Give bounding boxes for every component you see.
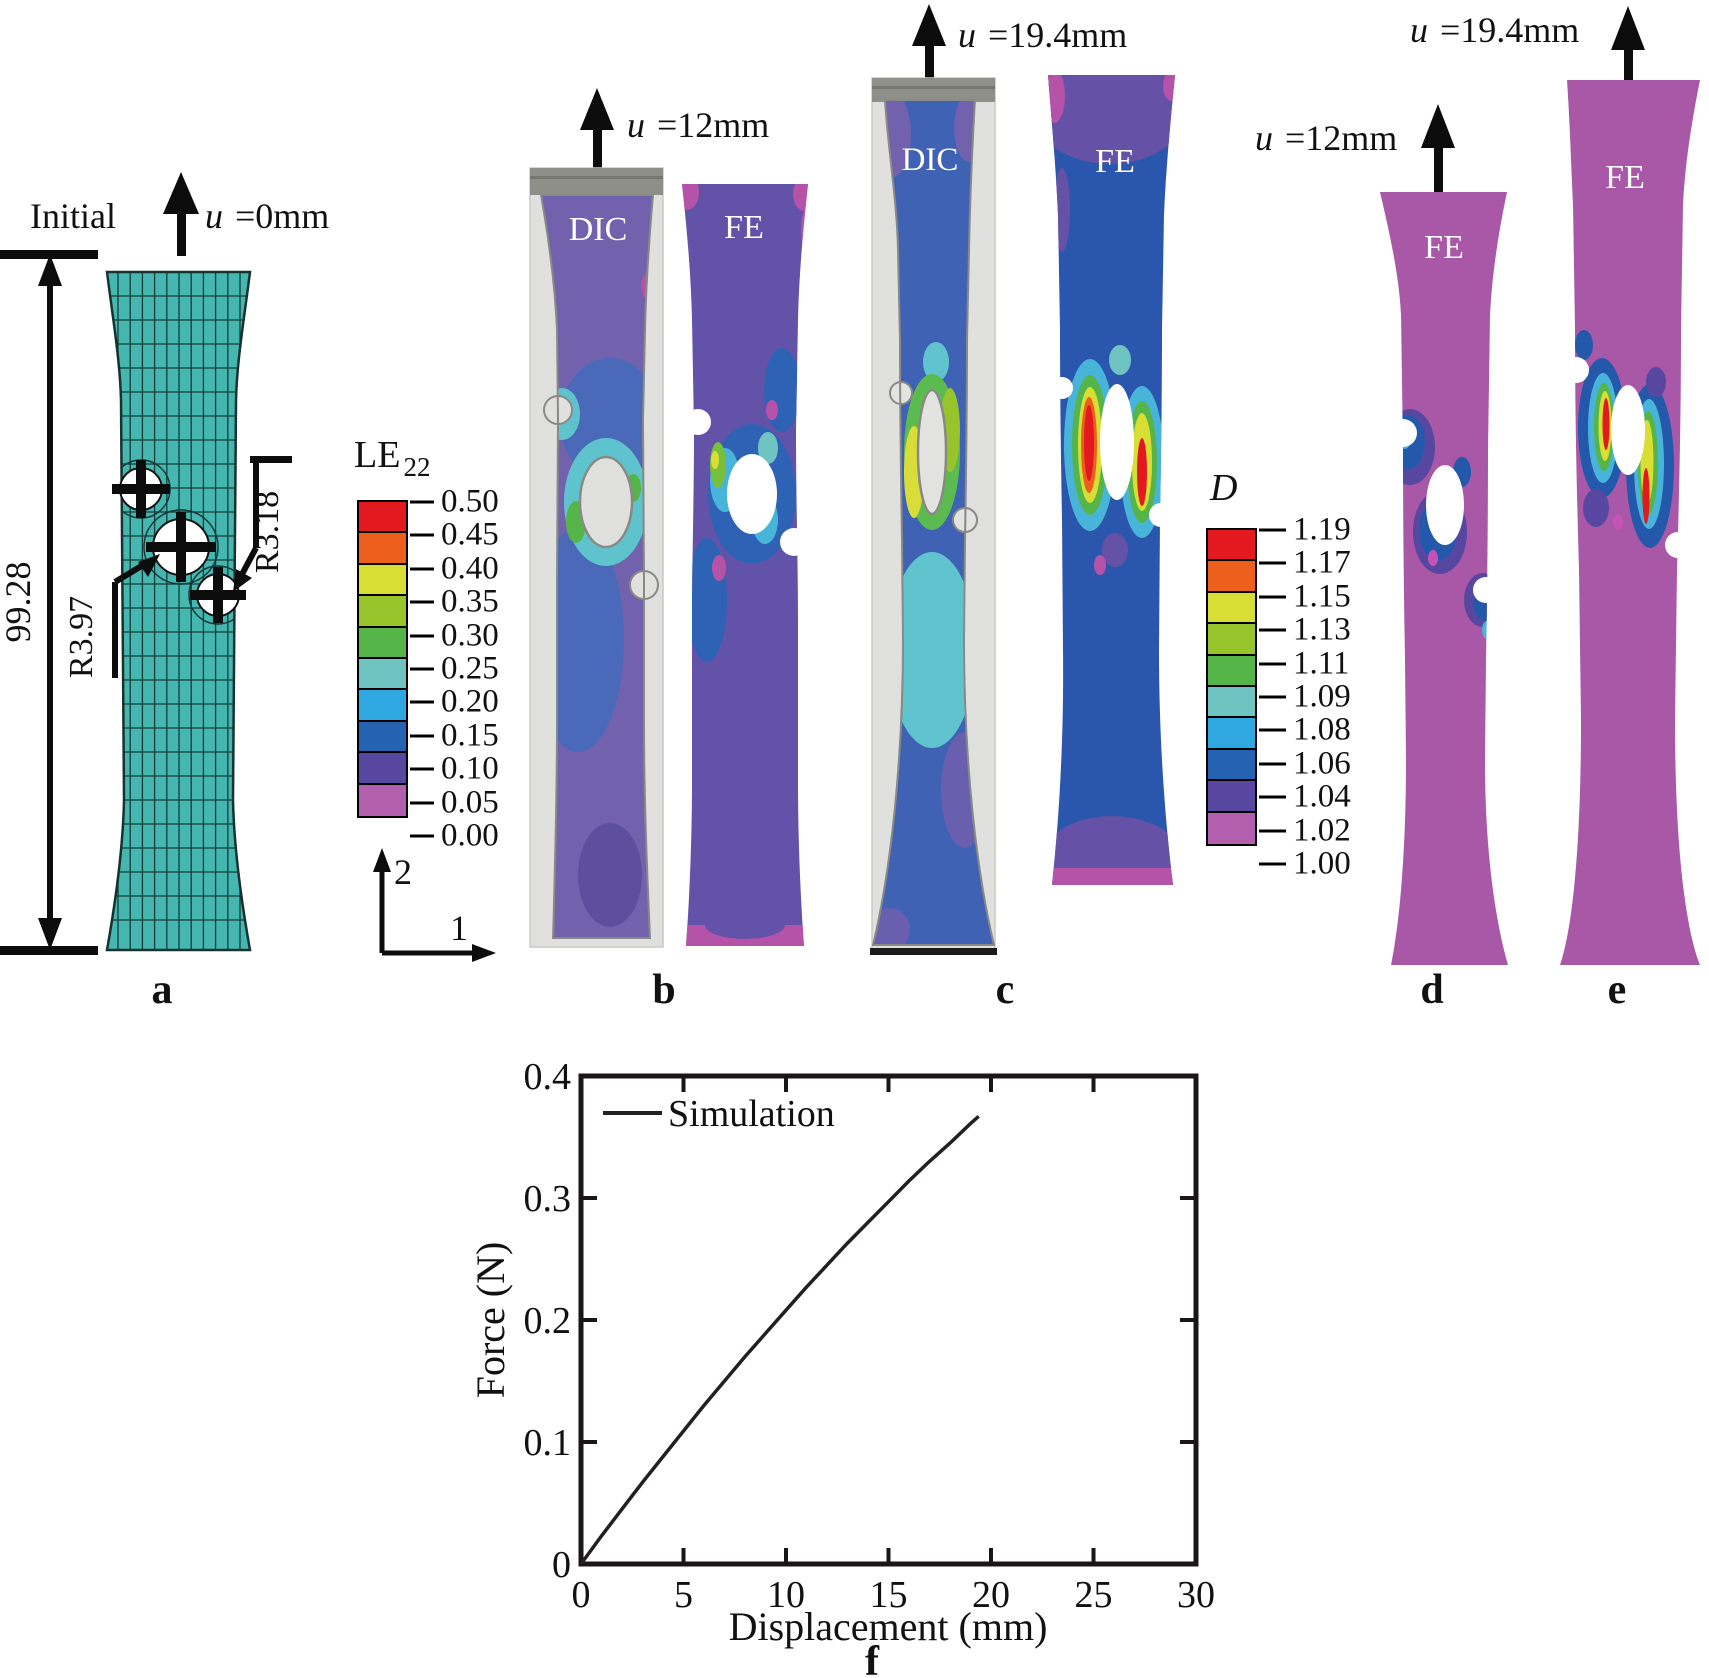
panel-label-c: c bbox=[995, 967, 1015, 1013]
x-axis-title: Displacement (mm) bbox=[729, 1604, 1048, 1649]
svg-text:30: 30 bbox=[1177, 1574, 1215, 1616]
fe-specimen-d bbox=[1380, 192, 1508, 965]
notch-left-b-fe bbox=[685, 409, 711, 435]
panels-d-e: u =12mm u =19.4mm FE bbox=[1255, 6, 1700, 965]
simulation-curve bbox=[579, 1114, 980, 1566]
displacement-label-b: u =12mm bbox=[627, 105, 769, 145]
lower-grip-line-c bbox=[870, 948, 997, 955]
svg-text:0.2: 0.2 bbox=[524, 1300, 572, 1342]
svg-text:15: 15 bbox=[870, 1574, 908, 1616]
leader-r397 bbox=[112, 554, 160, 678]
displacement-label-c: u =19.4mm bbox=[958, 15, 1127, 55]
pull-arrow-d bbox=[1421, 104, 1455, 192]
displacement-label-d: u =12mm bbox=[1255, 118, 1397, 158]
fe-mesh-grid bbox=[107, 272, 250, 950]
notch-left-c-fe bbox=[1051, 377, 1073, 399]
force-displacement-chart: 0 5 10 15 20 25 30 0 0.1 0.2 0.3 0.4 Simulation Fo… bbox=[468, 1056, 1216, 1649]
legend-d-color-bar bbox=[1206, 528, 1257, 846]
panel-a: Initial u =0mm 99.28 bbox=[0, 172, 329, 955]
pull-arrow-b bbox=[580, 88, 614, 170]
hole-b-dic bbox=[578, 455, 634, 549]
dic-label-c: DIC bbox=[902, 142, 959, 178]
pull-arrow-c bbox=[912, 4, 946, 82]
hole-e bbox=[1611, 385, 1645, 475]
notch-right-c-fe bbox=[1149, 503, 1173, 527]
pull-arrow-e bbox=[1611, 6, 1645, 82]
legend-le22-title: LE 22 bbox=[354, 434, 431, 482]
panel-label-b: b bbox=[652, 967, 676, 1013]
panel-b: u =12mm DIC bbox=[529, 88, 808, 948]
grip-band-c bbox=[872, 78, 995, 102]
svg-text:0.1: 0.1 bbox=[524, 1422, 572, 1464]
displacement-label-e: u =19.4mm bbox=[1410, 10, 1579, 50]
svg-text:0.4: 0.4 bbox=[524, 1056, 572, 1098]
panel-label-d: d bbox=[1420, 967, 1444, 1013]
leader-r318 bbox=[233, 456, 292, 592]
panel-label-f: f bbox=[865, 1639, 879, 1678]
grip-band-b bbox=[530, 168, 663, 195]
notch-right-b-fe bbox=[780, 528, 808, 556]
fe-specimen-b bbox=[682, 184, 808, 946]
hole-targets bbox=[112, 460, 246, 623]
y-tick-labels: 0 0.1 0.2 0.3 0.4 bbox=[524, 1056, 572, 1586]
plot-frame bbox=[578, 1073, 1199, 1567]
svg-text:5: 5 bbox=[674, 1574, 693, 1616]
svg-text:25: 25 bbox=[1075, 1574, 1113, 1616]
axis-2-label: 2 bbox=[394, 852, 412, 892]
dic-label-b: DIC bbox=[569, 211, 628, 248]
displacement-label-a: u =0mm bbox=[205, 196, 329, 236]
panel-label-a: a bbox=[151, 967, 173, 1013]
fe-specimen-e bbox=[1560, 80, 1700, 965]
pull-arrow-a bbox=[163, 172, 199, 256]
notch-right-e bbox=[1665, 532, 1691, 558]
fe-label-c: FE bbox=[1095, 143, 1135, 180]
axis-triad: 2 1 bbox=[373, 848, 496, 962]
legend-d: D 1.19 1.17 1.15 1.13 1.11 1.09 1.08 1.06 1.04 1.… bbox=[1170, 460, 1410, 910]
hole-d bbox=[1426, 465, 1464, 545]
notch-left-e bbox=[1563, 357, 1589, 383]
hole-b-fe bbox=[727, 454, 777, 534]
legend-le22-color-bar bbox=[357, 500, 408, 818]
panel-c: u =19.4mm DIC bbox=[870, 4, 1175, 955]
height-dimension-lines bbox=[0, 250, 98, 955]
axis-ticks bbox=[581, 1076, 1196, 1564]
legend-simulation-label: Simulation bbox=[668, 1093, 835, 1135]
svg-text:10: 10 bbox=[767, 1574, 805, 1616]
fe-label-d: FE bbox=[1424, 229, 1464, 266]
svg-text:0: 0 bbox=[572, 1574, 591, 1616]
svg-text:20: 20 bbox=[972, 1574, 1010, 1616]
fe-label-e: FE bbox=[1605, 159, 1645, 196]
height-dimension-value: 99.28 bbox=[0, 562, 38, 643]
hole-c-fe bbox=[1100, 384, 1134, 500]
y-axis-title: Force (N) bbox=[468, 1242, 513, 1399]
hole-c-dic bbox=[916, 388, 948, 516]
fe-label-b: FE bbox=[724, 209, 764, 246]
notch-right-d bbox=[1473, 577, 1499, 603]
panel-label-e: e bbox=[1607, 967, 1627, 1013]
legend-le22: LE 22 0.50 0.45 0.40 0.35 0.30 0.25 0.20 0.15 0.1… bbox=[354, 434, 499, 854]
axis-1-label: 1 bbox=[450, 908, 468, 948]
initial-label: Initial bbox=[30, 196, 116, 236]
svg-text:0: 0 bbox=[552, 1544, 571, 1586]
x-tick-labels: 0 5 10 15 20 25 30 bbox=[572, 1574, 1216, 1616]
legend-d-title: D bbox=[1210, 467, 1238, 509]
radius-label-big: R3.97 bbox=[63, 596, 100, 678]
svg-text:0.3: 0.3 bbox=[524, 1178, 572, 1220]
radius-label-small: R3.18 bbox=[249, 491, 286, 573]
notch-left-d bbox=[1389, 419, 1417, 447]
